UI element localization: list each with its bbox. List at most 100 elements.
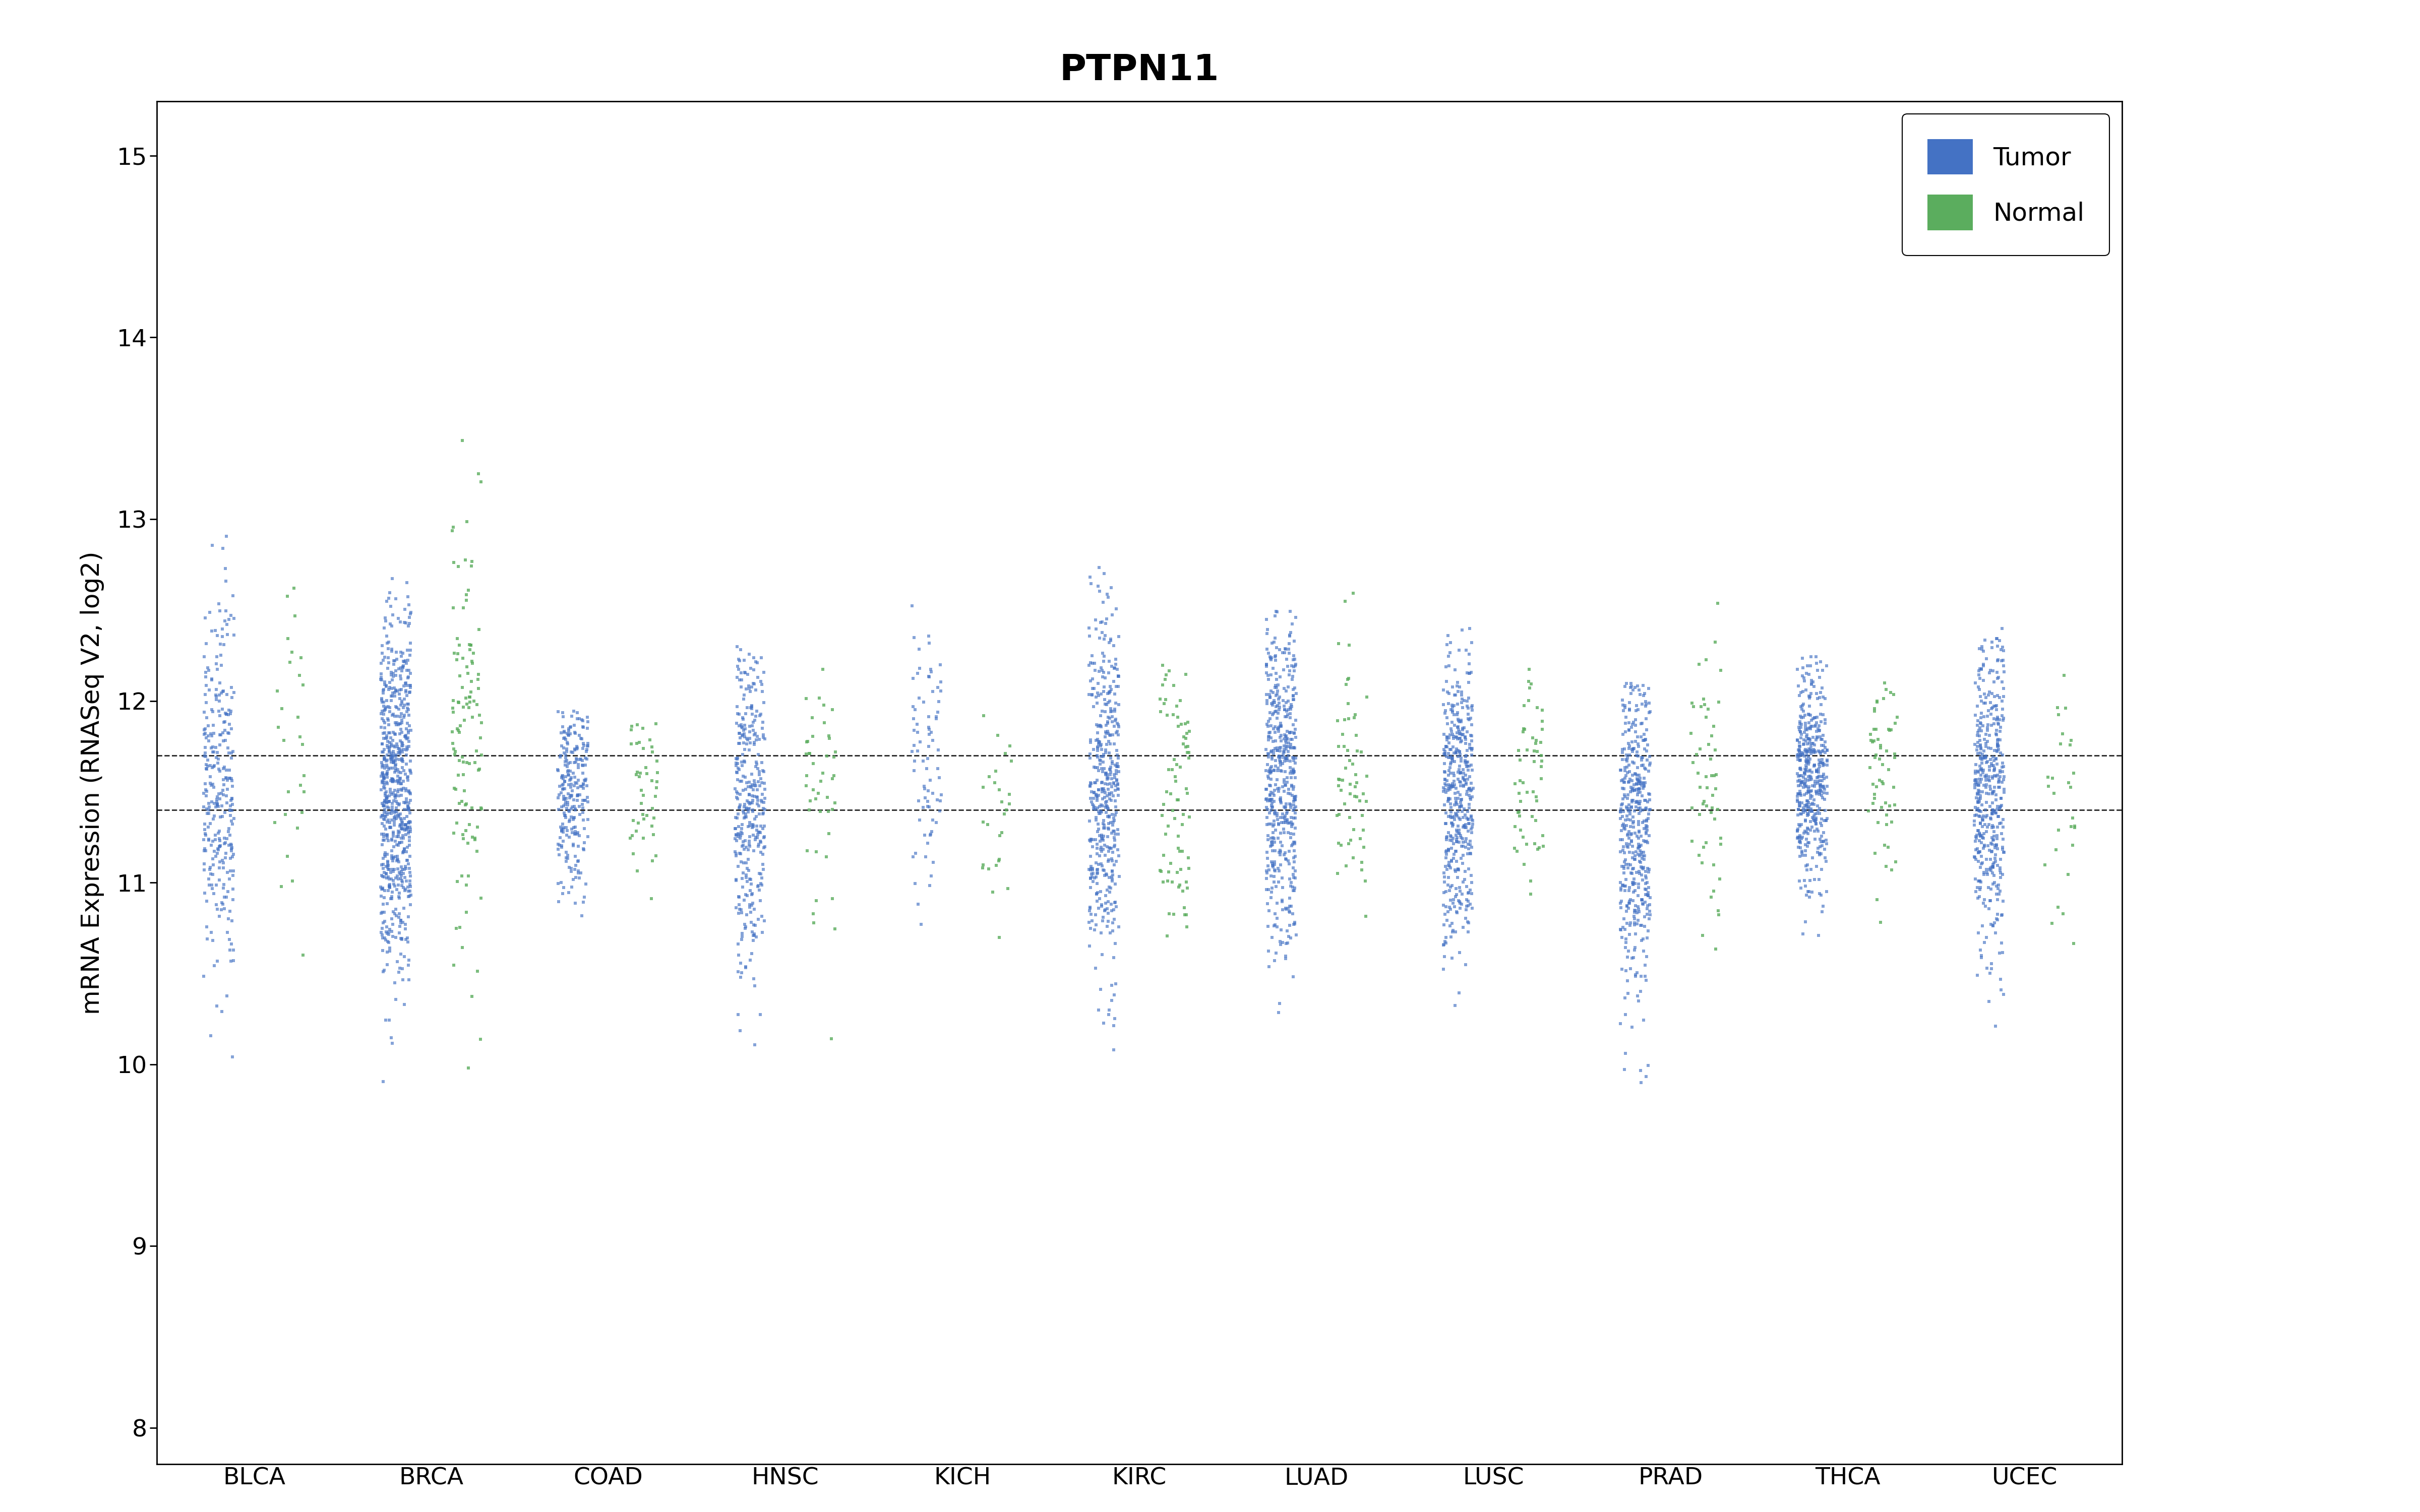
Point — [373, 662, 411, 686]
Point — [1965, 652, 2004, 676]
Point — [390, 735, 428, 759]
Point — [1256, 694, 1295, 718]
Point — [385, 826, 424, 850]
Point — [387, 839, 426, 863]
Point — [1982, 754, 2021, 779]
Point — [1266, 735, 1304, 759]
Point — [542, 700, 581, 724]
Point — [1249, 621, 1287, 646]
Point — [1784, 922, 1822, 947]
Point — [1614, 856, 1653, 880]
Point — [738, 823, 777, 847]
Point — [1268, 730, 1307, 754]
Point — [1784, 665, 1822, 689]
Point — [1972, 951, 2011, 975]
Point — [1781, 741, 1820, 765]
Point — [375, 987, 414, 1012]
Point — [368, 762, 407, 786]
Point — [738, 650, 777, 674]
Point — [1617, 714, 1655, 738]
Point — [368, 930, 407, 954]
Point — [387, 658, 426, 682]
Point — [1079, 812, 1118, 836]
Point — [743, 750, 782, 774]
Point — [1430, 786, 1469, 810]
Point — [368, 762, 407, 786]
Point — [445, 792, 484, 816]
Point — [1960, 747, 1999, 771]
Point — [1094, 732, 1133, 756]
Point — [1629, 856, 1667, 880]
Point — [1781, 718, 1820, 742]
Point — [194, 773, 232, 797]
Point — [743, 872, 782, 897]
Point — [363, 833, 402, 857]
Point — [370, 857, 409, 881]
Point — [1803, 764, 1842, 788]
Point — [1796, 801, 1834, 826]
Point — [206, 830, 244, 854]
Point — [1781, 705, 1820, 729]
Point — [278, 705, 317, 729]
Point — [211, 712, 249, 736]
Point — [1087, 741, 1125, 765]
Point — [1452, 723, 1491, 747]
Point — [1687, 705, 1725, 729]
Point — [370, 815, 409, 839]
Point — [808, 800, 847, 824]
Point — [368, 785, 407, 809]
Point — [566, 753, 605, 777]
Point — [731, 872, 770, 897]
Point — [796, 786, 835, 810]
Point — [741, 801, 779, 826]
Point — [1607, 832, 1646, 856]
Point — [370, 721, 409, 745]
Point — [1607, 1002, 1646, 1027]
Point — [1791, 671, 1830, 696]
Point — [385, 692, 424, 717]
Point — [1982, 865, 2021, 889]
Point — [724, 835, 762, 859]
Point — [559, 788, 598, 812]
Point — [733, 788, 772, 812]
Point — [208, 736, 247, 761]
Point — [191, 600, 230, 624]
Point — [743, 782, 782, 806]
Point — [1965, 888, 2004, 912]
Point — [201, 653, 240, 677]
Point — [1425, 702, 1464, 726]
Point — [544, 720, 583, 744]
Point — [1331, 829, 1370, 853]
Point — [728, 847, 767, 871]
Point — [1808, 880, 1846, 904]
Point — [721, 951, 760, 975]
Point — [1268, 730, 1307, 754]
Point — [1624, 776, 1663, 800]
Point — [743, 673, 782, 697]
Point — [1614, 711, 1653, 735]
Point — [368, 708, 407, 732]
Point — [1796, 739, 1834, 764]
Point — [1445, 774, 1483, 798]
Point — [1624, 798, 1663, 823]
Point — [1094, 656, 1133, 680]
Point — [213, 786, 252, 810]
Point — [801, 800, 840, 824]
Point — [1423, 933, 1462, 957]
Point — [1094, 820, 1133, 844]
Point — [1162, 688, 1200, 712]
Point — [1096, 891, 1135, 915]
Point — [1087, 780, 1125, 804]
Point — [1091, 627, 1130, 652]
Point — [445, 547, 484, 572]
Point — [2055, 931, 2093, 956]
Point — [1800, 754, 1839, 779]
Point — [365, 788, 404, 812]
Point — [1089, 711, 1128, 735]
Point — [1798, 711, 1837, 735]
Point — [1425, 860, 1464, 885]
Point — [716, 780, 755, 804]
Point — [1791, 800, 1830, 824]
Point — [365, 702, 404, 726]
Point — [1333, 845, 1372, 869]
